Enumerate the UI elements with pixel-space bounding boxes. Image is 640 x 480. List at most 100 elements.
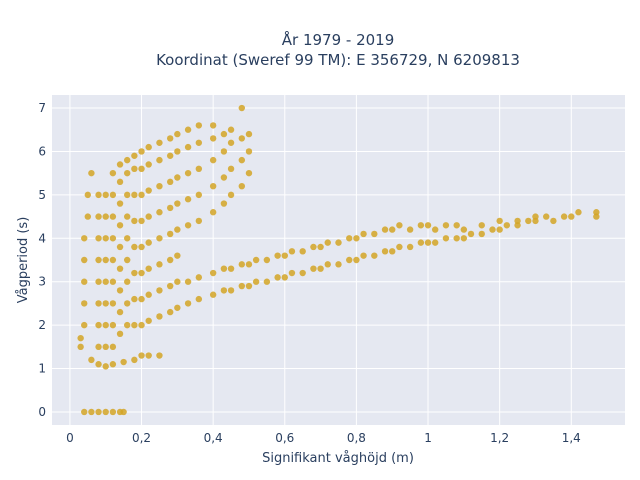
- data-point: [166, 256, 174, 264]
- data-point: [109, 300, 117, 307]
- data-point: [109, 408, 117, 416]
- data-point: [245, 261, 253, 268]
- data-point: [138, 165, 145, 173]
- data-point: [109, 361, 117, 368]
- data-point: [109, 191, 117, 199]
- data-point: [460, 226, 468, 233]
- data-point: [145, 143, 152, 151]
- data-point: [116, 200, 124, 207]
- y-tick-labels: 0 1 2 3 4 5 6 7: [38, 101, 46, 419]
- data-point: [288, 248, 296, 255]
- data-point: [317, 265, 324, 272]
- data-point: [406, 243, 414, 251]
- data-point: [131, 217, 138, 225]
- data-point: [156, 287, 163, 294]
- data-point: [174, 226, 181, 233]
- data-point: [209, 209, 217, 216]
- data-point: [274, 252, 281, 259]
- data-point: [124, 191, 131, 199]
- data-point: [310, 243, 317, 251]
- data-point: [184, 300, 192, 307]
- data-point: [209, 291, 217, 298]
- data-point: [503, 222, 511, 229]
- data-point: [184, 143, 192, 151]
- data-point: [532, 213, 539, 220]
- data-point: [138, 295, 145, 303]
- data-point: [116, 161, 124, 168]
- data-point: [227, 287, 235, 294]
- data-point: [478, 222, 485, 229]
- data-point: [174, 174, 181, 181]
- data-point: [238, 182, 246, 190]
- data-point: [389, 226, 396, 233]
- data-point: [496, 226, 503, 233]
- x-tick-label: 0,2: [132, 431, 151, 445]
- data-point: [424, 239, 432, 246]
- data-point: [288, 269, 296, 277]
- data-point: [442, 235, 450, 242]
- data-point: [396, 243, 403, 251]
- data-point: [138, 269, 145, 277]
- data-point: [453, 235, 460, 242]
- data-point: [145, 291, 152, 298]
- data-point: [131, 152, 138, 159]
- data-point: [102, 256, 109, 264]
- data-point: [543, 213, 550, 220]
- data-point: [184, 278, 192, 285]
- y-tick-label: 0: [38, 405, 46, 419]
- data-point: [102, 278, 109, 285]
- data-point: [95, 256, 102, 264]
- data-point: [81, 408, 88, 416]
- data-point: [124, 169, 131, 177]
- data-point: [166, 308, 174, 316]
- data-point: [324, 261, 331, 268]
- data-point: [227, 139, 235, 146]
- data-point: [453, 222, 460, 229]
- data-point: [131, 321, 138, 329]
- data-point: [489, 226, 496, 233]
- y-tick-label: 3: [38, 275, 46, 289]
- data-point: [84, 191, 92, 199]
- data-point: [184, 196, 192, 203]
- data-point: [109, 278, 117, 285]
- data-point: [174, 278, 181, 285]
- data-point: [281, 274, 288, 281]
- data-point: [109, 256, 117, 264]
- data-point: [156, 313, 163, 320]
- data-point: [174, 200, 181, 207]
- x-tick-label: 0: [66, 431, 74, 445]
- data-point: [145, 265, 152, 272]
- data-point: [156, 139, 163, 146]
- data-point: [593, 209, 600, 216]
- data-point: [109, 213, 117, 220]
- data-point: [95, 321, 102, 329]
- data-point: [84, 213, 92, 220]
- data-point: [116, 287, 124, 294]
- data-point: [138, 217, 145, 225]
- data-point: [184, 126, 192, 133]
- data-point: [88, 356, 95, 364]
- plot-background: [52, 95, 625, 425]
- data-point: [310, 265, 317, 272]
- data-point: [238, 135, 246, 142]
- data-point: [174, 130, 181, 138]
- data-point: [324, 239, 331, 246]
- data-point: [195, 191, 203, 199]
- data-point: [245, 282, 253, 290]
- y-tick-label: 2: [38, 318, 46, 332]
- data-point: [238, 104, 246, 112]
- data-point: [238, 261, 246, 268]
- data-point: [156, 352, 163, 359]
- data-point: [109, 343, 117, 351]
- data-point: [166, 152, 174, 159]
- data-point: [417, 222, 425, 229]
- data-point: [371, 252, 378, 259]
- data-point: [166, 204, 174, 212]
- data-point: [131, 191, 138, 199]
- data-point: [209, 135, 217, 142]
- data-point: [195, 217, 203, 225]
- data-point: [525, 217, 532, 225]
- data-point: [252, 278, 260, 285]
- data-points: [77, 104, 600, 416]
